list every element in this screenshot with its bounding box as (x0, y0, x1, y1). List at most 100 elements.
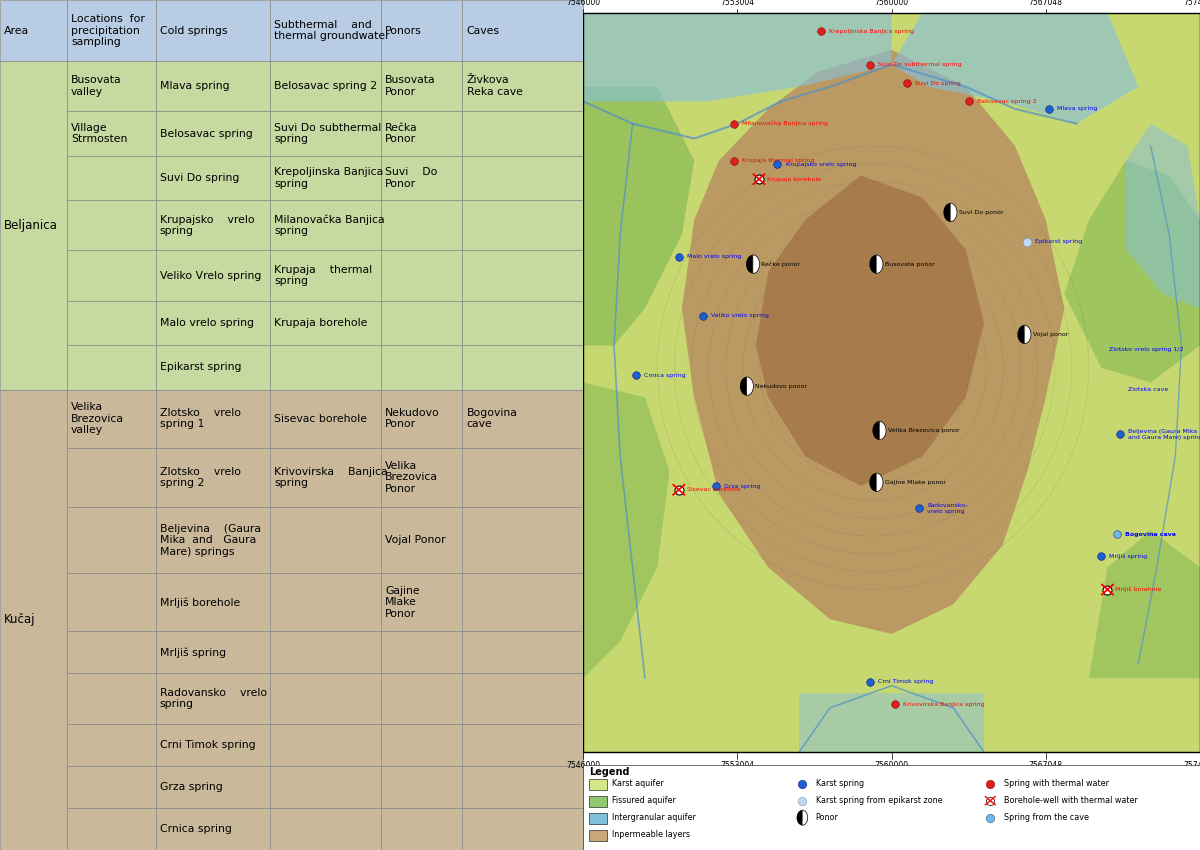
Bar (462, 345, 583, 389)
Text: Epikarst spring: Epikarst spring (1036, 240, 1082, 245)
Bar (462, 61, 583, 111)
Bar (380, 0, 462, 61)
Bar (380, 61, 462, 111)
Wedge shape (1025, 325, 1031, 343)
Bar (156, 723, 270, 766)
Wedge shape (872, 422, 880, 440)
Text: Ponors: Ponors (385, 26, 421, 36)
Text: Krivovirska Banjica spring: Krivovirska Banjica spring (902, 702, 984, 706)
Bar (583, 13, 1200, 752)
Wedge shape (797, 810, 802, 825)
Text: Velika
Brezovica
valley: Velika Brezovica valley (71, 402, 124, 435)
Bar (270, 156, 380, 201)
Bar (589, 830, 607, 841)
Bar (156, 201, 270, 251)
Text: Epikarst spring: Epikarst spring (160, 362, 241, 372)
Text: Busovata
valley: Busovata valley (71, 76, 121, 97)
Text: Živkova
Reka cave: Živkova Reka cave (467, 76, 522, 97)
Polygon shape (583, 87, 695, 345)
Bar (67, 345, 156, 389)
Text: Velika
Brezovica
Ponor: Velika Brezovica Ponor (385, 461, 438, 494)
Bar (270, 251, 380, 301)
Bar (156, 111, 270, 156)
Bar (270, 0, 380, 61)
Text: Beljanica: Beljanica (4, 219, 58, 232)
Wedge shape (876, 473, 883, 491)
Bar (462, 632, 583, 673)
Text: Karst spring: Karst spring (816, 779, 864, 788)
Text: Beljevina    (Gaura
Mika  and   Gaura
Mare) springs: Beljevina (Gaura Mika and Gaura Mare) sp… (160, 524, 260, 557)
Bar (589, 813, 607, 824)
Wedge shape (876, 255, 883, 274)
Bar (67, 573, 156, 632)
Bar (270, 345, 380, 389)
Text: Ponor: Ponor (816, 813, 839, 822)
Text: Zlotsko    vrelo
spring 2: Zlotsko vrelo spring 2 (160, 467, 241, 488)
Wedge shape (752, 255, 760, 274)
Text: Veliko Vrelo spring: Veliko Vrelo spring (160, 270, 262, 280)
Bar (0, 389, 67, 850)
Text: Grza spring: Grza spring (724, 484, 760, 489)
Bar (462, 723, 583, 766)
Bar (156, 61, 270, 111)
Text: 7567048: 7567048 (1028, 0, 1063, 7)
Text: Krupaja    thermal
spring: Krupaja thermal spring (274, 264, 372, 286)
Text: Suvi Do subthermal
spring: Suvi Do subthermal spring (274, 122, 382, 144)
Bar (589, 779, 607, 790)
Text: Sisevac borehole: Sisevac borehole (274, 414, 367, 423)
Text: Mlava spring: Mlava spring (1057, 106, 1097, 111)
Bar (156, 389, 270, 448)
Text: Krepoljinska Banjica
spring: Krepoljinska Banjica spring (274, 167, 383, 189)
Text: 7574080: 7574080 (1183, 761, 1200, 770)
Text: Suvi Do spring: Suvi Do spring (160, 173, 239, 183)
Text: Gajine Mlake ponor: Gajine Mlake ponor (884, 480, 946, 484)
Bar (156, 345, 270, 389)
Bar (380, 507, 462, 573)
Bar (156, 448, 270, 507)
Text: Krepoljinska Banjica spring: Krepoljinska Banjica spring (829, 29, 913, 34)
Polygon shape (583, 13, 892, 101)
Text: Sisevac borehole: Sisevac borehole (686, 487, 740, 492)
Bar (156, 156, 270, 201)
Text: Veliko vrelo spring: Veliko vrelo spring (712, 314, 769, 319)
Text: Mrljiš spring: Mrljiš spring (160, 647, 226, 658)
Bar (380, 301, 462, 345)
Text: Suvi Do ponor: Suvi Do ponor (959, 210, 1003, 215)
Text: Krupajsko    vrelo
spring: Krupajsko vrelo spring (160, 214, 254, 236)
Bar (380, 201, 462, 251)
Text: Mrljiš borehole: Mrljiš borehole (160, 597, 240, 608)
Bar (462, 507, 583, 573)
Bar (583, 13, 1200, 752)
Bar (589, 796, 607, 807)
Text: Belosavac spring 2: Belosavac spring 2 (274, 82, 377, 91)
Bar (156, 0, 270, 61)
Text: Bogovina cave: Bogovina cave (1124, 531, 1176, 536)
Bar (156, 301, 270, 345)
Bar (156, 251, 270, 301)
Bar (270, 766, 380, 808)
Bar (67, 251, 156, 301)
Text: Crnica spring: Crnica spring (643, 372, 685, 377)
Text: Crni Timok spring: Crni Timok spring (878, 679, 934, 684)
Bar (380, 573, 462, 632)
Text: Karst spring from epikarst zone: Karst spring from epikarst zone (816, 796, 942, 805)
Text: Suvi Do spring: Suvi Do spring (916, 81, 961, 86)
Text: Krupaja borehole: Krupaja borehole (767, 177, 821, 182)
Text: Bogovina
cave: Bogovina cave (467, 408, 517, 429)
Bar (270, 301, 380, 345)
Polygon shape (1126, 124, 1200, 309)
Text: Beljevina (Gaura Mika
and Gaura Mare) springs: Beljevina (Gaura Mika and Gaura Mare) sp… (1128, 429, 1200, 439)
Text: Intergranular aquifer: Intergranular aquifer (612, 813, 696, 822)
Text: 7560000: 7560000 (875, 0, 908, 7)
Bar (67, 507, 156, 573)
Polygon shape (1088, 530, 1200, 678)
Text: Malo vrelo spring: Malo vrelo spring (160, 318, 253, 328)
Polygon shape (756, 175, 984, 486)
Text: Zlotska cave: Zlotska cave (1128, 388, 1168, 393)
Bar (156, 573, 270, 632)
Text: 7553004: 7553004 (720, 761, 755, 770)
Text: Crni Timok spring: Crni Timok spring (160, 740, 256, 750)
Bar (462, 251, 583, 301)
Wedge shape (740, 377, 746, 395)
Text: Karst aquifer: Karst aquifer (612, 779, 664, 788)
